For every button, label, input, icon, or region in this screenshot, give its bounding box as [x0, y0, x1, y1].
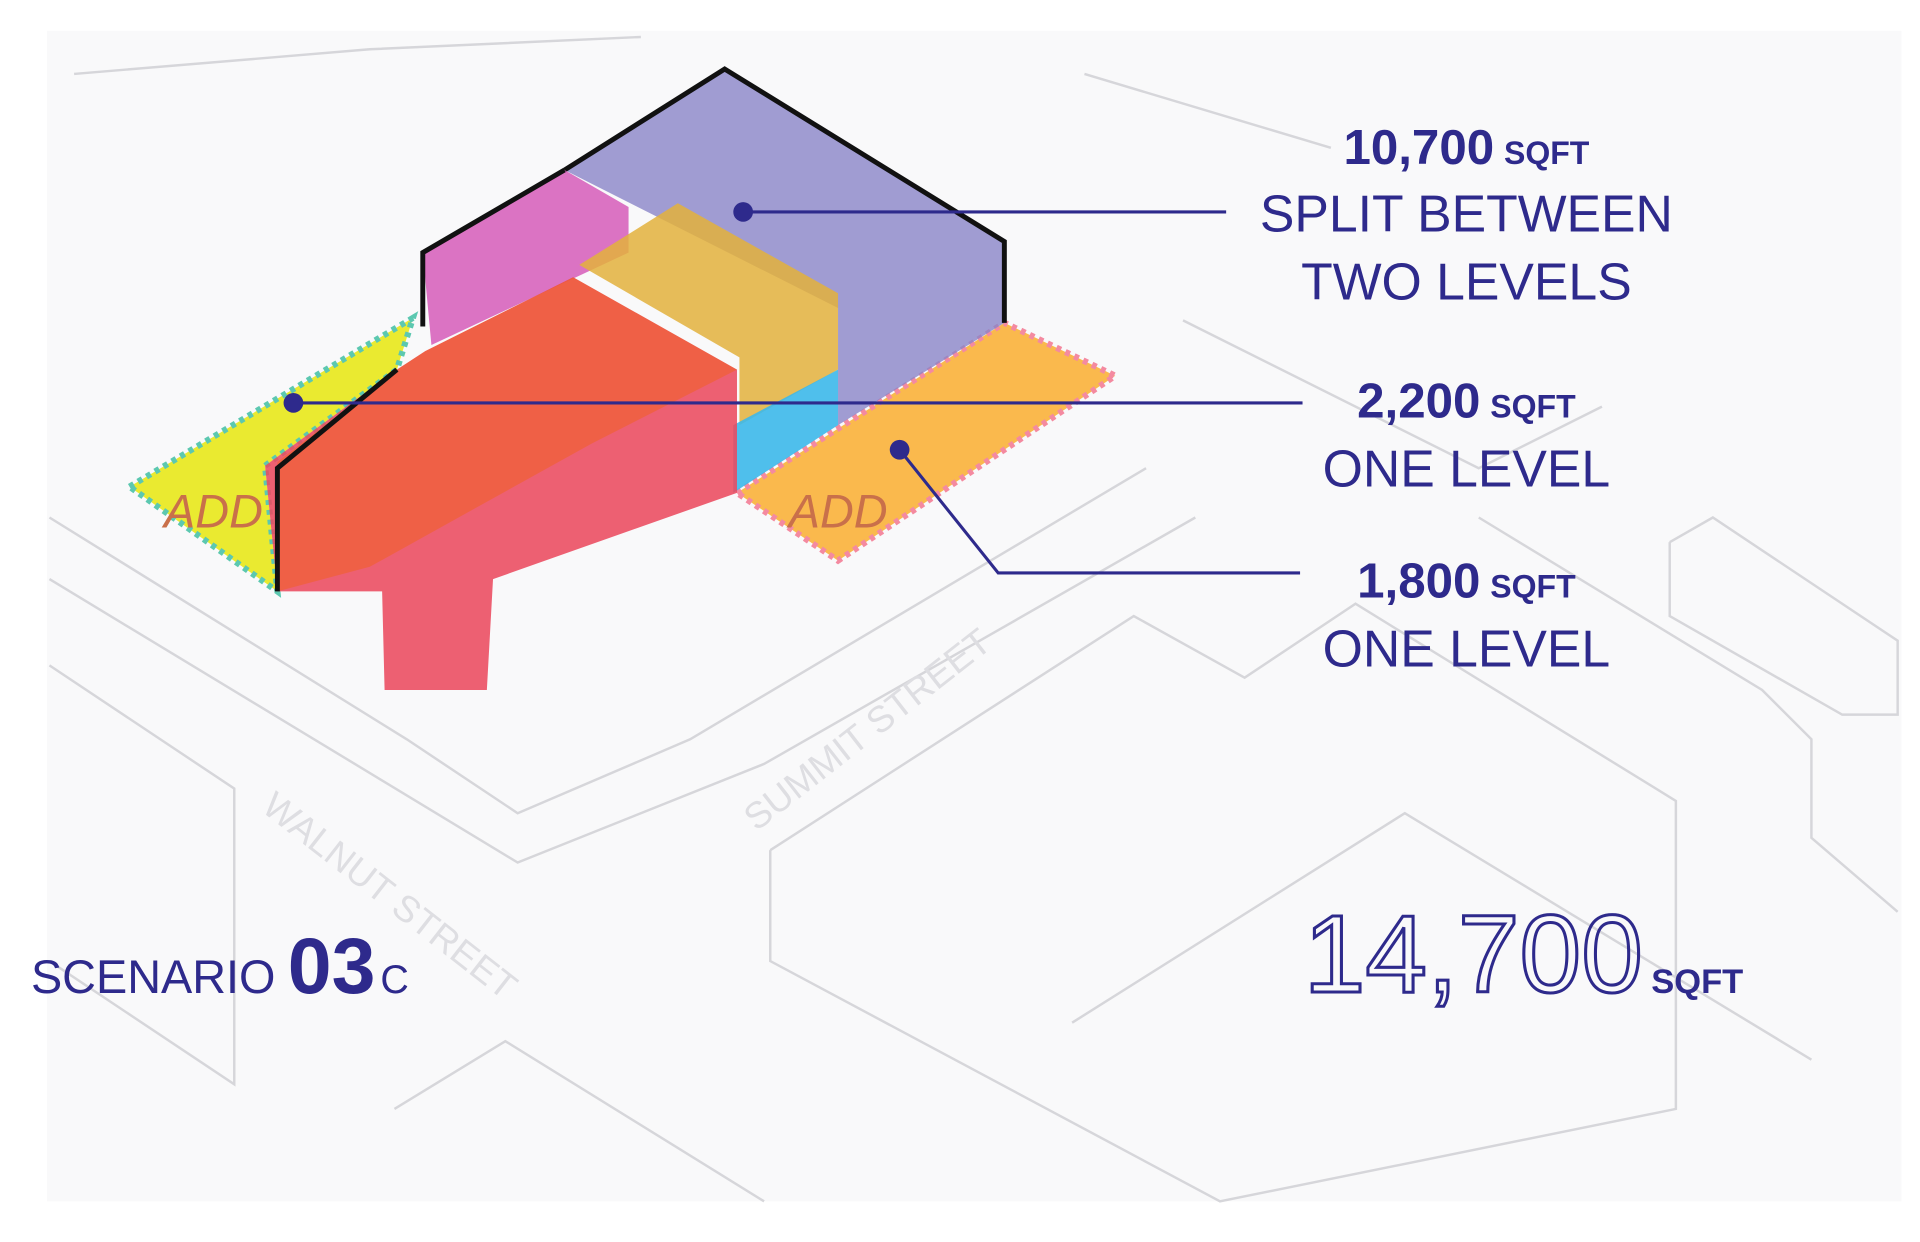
right-addition-lot: [731, 319, 1122, 565]
pink-volume: [422, 170, 629, 345]
sketch-building: [769, 602, 1678, 1203]
yellow-volume: [579, 203, 839, 426]
sketch-roof: [1071, 811, 1813, 1061]
leader-line: [898, 448, 1301, 575]
sketch-building: [1668, 516, 1899, 716]
area-amount: 1,800: [1357, 554, 1480, 609]
area-figure: 2,200 SQFT: [1357, 374, 1576, 429]
sketch-curb: [48, 516, 1196, 864]
sketch-line: [1182, 319, 1603, 470]
area-description: TWO LEVELS: [1301, 252, 1632, 310]
area-unit: SQFT: [1490, 389, 1576, 425]
addition-labels: ADD ADD: [161, 485, 888, 537]
sketch-building: [48, 664, 236, 1087]
area-description: SPLIT BETWEEN: [1260, 185, 1673, 243]
sketch-line: [1084, 72, 1332, 150]
addition-label: ADD: [161, 485, 263, 537]
red-roof: [277, 277, 737, 592]
scenario-suffix: C: [380, 958, 408, 1002]
purple-volume: [564, 69, 1005, 426]
sketch-building: [393, 1039, 765, 1203]
sketch-curb: [48, 467, 1147, 815]
cyan-volume: [733, 369, 839, 493]
total-amount: 14,700: [1304, 893, 1643, 1016]
total-unit: SQFT: [1651, 963, 1743, 1001]
scenario-number: 03: [288, 922, 376, 1010]
callouts: 10,700 SQFT SPLIT BETWEEN TWO LEVELS 2,20…: [1260, 120, 1673, 678]
massing: [123, 66, 1122, 690]
area-figure: 1,800 SQFT: [1357, 554, 1576, 609]
scenario-label: SCENARIO: [31, 951, 276, 1003]
scenario-title: SCENARIO 03 C: [31, 922, 409, 1010]
area-amount: 2,200: [1357, 374, 1480, 429]
addition-label: ADD: [786, 485, 888, 537]
leaders: [283, 202, 1303, 575]
sketch-line: [73, 35, 641, 76]
area-unit: SQFT: [1490, 569, 1576, 605]
purple-outline: [563, 66, 1007, 323]
area-figure: 10,700 SQFT: [1343, 120, 1589, 175]
area-amount: 10,700: [1343, 120, 1494, 175]
area-unit: SQFT: [1504, 135, 1590, 171]
area-description: ONE LEVEL: [1323, 620, 1611, 678]
pink-outline: [420, 167, 566, 327]
area-description: ONE LEVEL: [1323, 440, 1611, 498]
sketch-building: [1478, 516, 1899, 913]
